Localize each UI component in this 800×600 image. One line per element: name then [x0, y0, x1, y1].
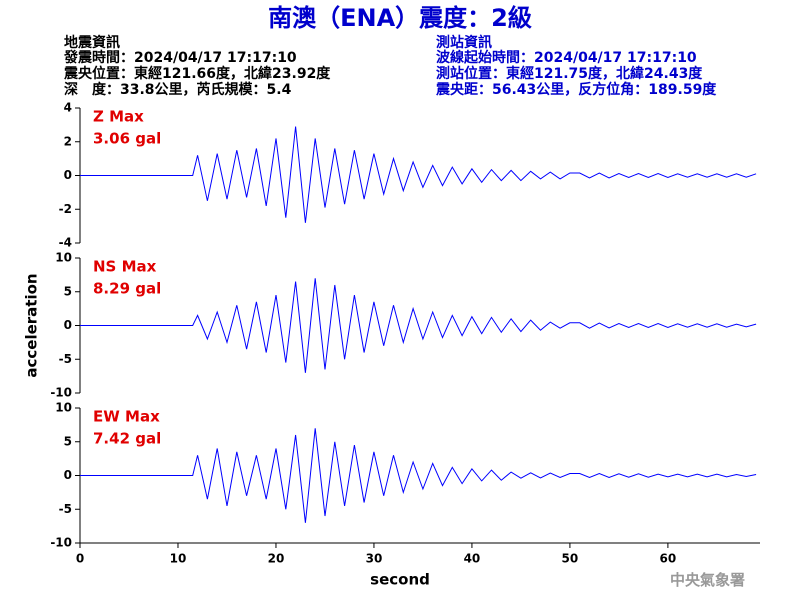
waveform	[80, 278, 757, 373]
y-tick-label: 10	[55, 251, 72, 265]
y-tick-label: 5	[64, 434, 72, 448]
x-tick-label: 20	[268, 552, 285, 566]
y-tick-label: 2	[64, 134, 72, 148]
x-tick-label: 0	[76, 552, 84, 566]
max-label: Z Max	[93, 108, 144, 126]
info-line: 測站資訊	[436, 34, 492, 51]
footer: 中央氣象署	[670, 571, 745, 589]
y-tick-label: 5	[64, 284, 72, 298]
info-line: 波線起始時間：2024/04/17 17:17:10	[436, 49, 697, 66]
y-tick-label: -5	[59, 352, 72, 366]
max-label: 8.29 gal	[93, 280, 161, 298]
info-line: 震央位置：東經121.66度，北緯23.92度	[63, 65, 331, 82]
y-tick-label: -10	[50, 536, 72, 550]
info-line: 震央距：56.43公里，反方位角：189.59度	[435, 81, 717, 98]
x-tick-label: 40	[464, 552, 481, 566]
x-tick-label: 10	[170, 552, 187, 566]
y-tick-label: -5	[59, 502, 72, 516]
max-label: EW Max	[93, 408, 160, 426]
y-tick-label: 0	[64, 318, 72, 332]
y-tick-label: -4	[59, 236, 72, 250]
x-axis-label: second	[370, 571, 430, 589]
info-line: 地震資訊	[64, 34, 120, 51]
y-tick-label: 0	[64, 468, 72, 482]
chart-title: 南澳（ENA）震度：2級	[268, 4, 532, 32]
y-tick-label: 4	[64, 101, 72, 115]
waveform	[80, 428, 757, 523]
y-tick-label: 0	[64, 168, 72, 182]
waveform	[80, 126, 757, 223]
y-tick-label: -10	[50, 386, 72, 400]
max-label: 7.42 gal	[93, 430, 161, 448]
max-label: 3.06 gal	[93, 130, 161, 148]
x-tick-label: 50	[562, 552, 579, 566]
y-axis-label: acceleration	[23, 273, 41, 377]
y-tick-label: -2	[59, 202, 72, 216]
info-line: 測站位置：東經121.75度，北緯24.43度	[436, 65, 703, 82]
x-tick-label: 60	[660, 552, 677, 566]
max-label: NS Max	[93, 258, 157, 276]
y-tick-label: 10	[55, 401, 72, 415]
info-line: 發震時間：2024/04/17 17:17:10	[63, 49, 297, 66]
x-tick-label: 30	[366, 552, 383, 566]
info-line: 深 度：33.8公里，芮氏規模：5.4	[64, 81, 292, 98]
